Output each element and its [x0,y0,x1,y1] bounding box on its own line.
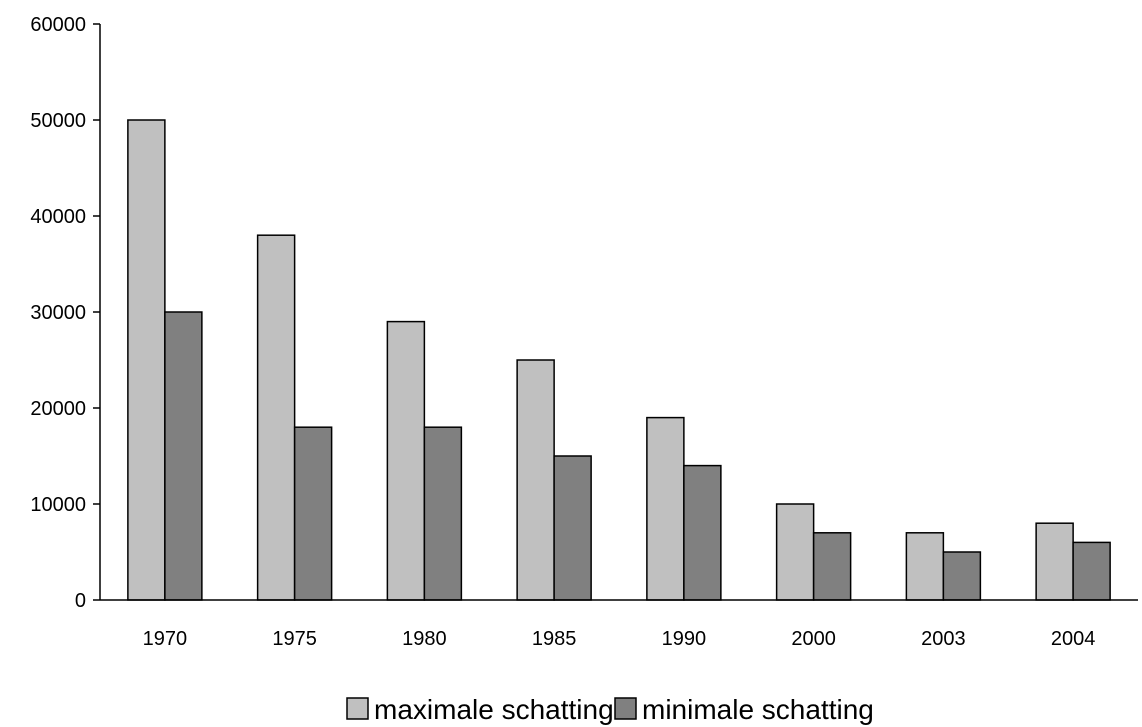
bar-maximale-2004 [1035,522,1074,601]
bar-maximale-2003 [905,532,945,601]
bars [127,119,1111,601]
bar-minimale-1985 [553,455,592,601]
bar-minimale-2003 [942,551,982,601]
legend-swatch-maximale [346,697,369,720]
y-tick-label: 50000 [30,110,86,132]
bar-minimale-1990 [683,464,722,601]
x-tick-label: 2000 [791,628,836,650]
bar-minimale-1975 [293,426,333,601]
bar-maximale-2000 [775,503,815,601]
bar-maximale-1970 [127,119,166,601]
legend-swatch-minimale [614,697,637,720]
y-tick-label: 20000 [30,398,86,420]
y-axis-ticks: 0 10000 20000 30000 40000 50000 60000 [30,14,100,612]
x-tick-label: 2003 [921,628,966,650]
x-tick-label: 1970 [143,628,188,650]
y-tick-label: 0 [75,590,86,612]
x-axis-ticks: 1970 1975 1980 1985 1990 2000 2003 2004 [143,628,1096,650]
y-tick-label: 10000 [30,494,86,516]
y-tick-label: 40000 [30,206,86,228]
legend-label-minimale: minimale schatting [642,694,874,725]
bar-maximale-1980 [386,320,426,601]
x-tick-label: 2004 [1051,628,1096,650]
x-tick-label: 1990 [662,628,707,650]
y-tick-label: 60000 [30,14,86,36]
x-tick-label: 1975 [272,628,317,650]
axes [99,24,1138,601]
legend-label-maximale: maximale schatting [374,694,614,725]
y-tick-label: 30000 [30,302,86,324]
bar-minimale-1980 [423,426,463,601]
bar-minimale-2004 [1072,541,1111,601]
legend: maximale schatting minimale schatting [346,694,874,725]
x-tick-label: 1985 [532,628,577,650]
bar-maximale-1990 [646,416,685,601]
bar-maximale-1975 [256,234,296,601]
bar-minimale-1970 [164,311,203,601]
bar-maximale-1985 [516,359,555,601]
x-tick-label: 1980 [402,628,447,650]
bar-minimale-2000 [812,532,852,601]
